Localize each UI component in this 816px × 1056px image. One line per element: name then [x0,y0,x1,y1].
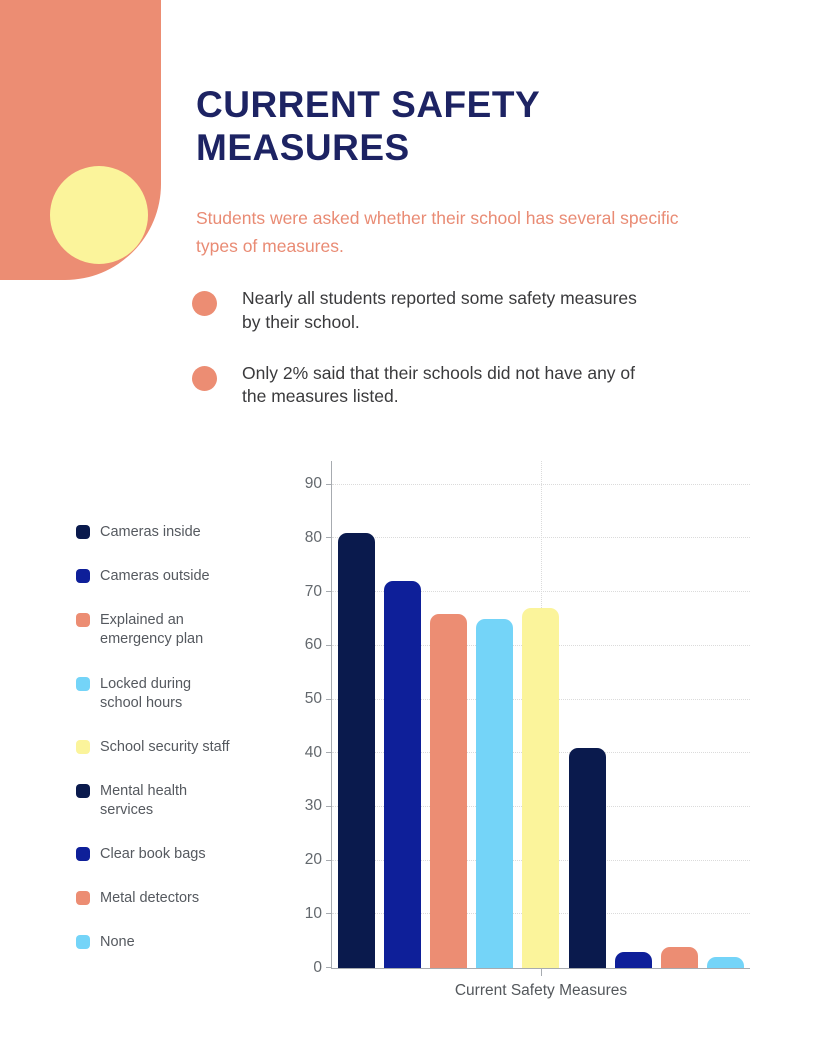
legend-item: Explained an emergency plan [76,611,256,649]
legend-label: None [100,934,135,951]
legend-label: Mental health services [100,782,188,818]
page-title: CURRENT SAFETY MEASURES [196,84,541,168]
y-axis-tick [326,537,332,539]
y-axis-tick [326,805,332,807]
gridline [332,483,750,485]
legend-label: Explained an emergency plan [100,612,204,648]
y-axis-tick-label: 30 [304,797,322,815]
bar-cameras-outside [384,581,422,968]
y-axis-tick [326,483,332,485]
legend-item: Cameras inside [76,523,256,542]
legend-item: Locked during school hours [76,675,256,713]
bullet-item: Nearly all students reported some safety… [192,287,637,335]
decorative-circle [50,166,148,264]
y-axis-tick [326,698,332,700]
bar-clear-book-bags [614,951,652,968]
bar-metal-detectors [660,946,698,968]
legend-swatch-icon [76,783,90,798]
y-axis-tick-label: 20 [304,851,322,869]
legend-swatch-icon [76,847,90,862]
legend-item: None [76,933,256,952]
y-axis-tick-label: 90 [304,475,322,493]
y-axis-tick [326,967,332,968]
y-axis-tick-label: 70 [304,582,322,600]
legend-swatch-icon [76,613,90,628]
legend-label: Metal detectors [100,890,200,907]
legend-swatch-icon [76,739,90,754]
legend-item: Cameras outside [76,567,256,586]
bar-none [706,957,744,968]
chart-legend: Cameras inside Cameras outside Explained a… [76,523,256,953]
bullet-dot-icon [192,291,217,316]
legend-swatch-icon [76,676,90,691]
legend-item: Mental health services [76,782,256,820]
y-axis-tick-label: 10 [304,904,322,922]
bar-locked-during-school-hours [476,618,514,968]
bar-cameras-inside [338,533,375,968]
legend-swatch-icon [76,891,90,906]
y-axis-tick-label: 80 [304,528,322,546]
y-axis-tick [326,752,332,754]
y-axis-tick [326,913,332,915]
bullet-text: Nearly all students reported some safety… [242,288,637,332]
legend-label: Clear book bags [100,846,206,863]
bar-school-security-staff [522,608,560,968]
bullet-list: Nearly all students reported some safety… [192,287,637,409]
gridline [332,591,750,593]
legend-swatch-icon [76,569,90,584]
bullet-dot-icon [192,365,217,391]
y-axis-tick-label: 0 [313,958,322,976]
legend-label: Cameras outside [100,568,210,585]
y-axis-tick-label: 50 [304,690,322,707]
legend-label: Cameras inside [100,524,201,540]
legend-item: Metal detectors [76,889,256,908]
legend-swatch-icon [76,525,90,539]
bar-explained-an-emergency-plan [430,613,468,968]
legend-label: Locked during school hours [100,675,192,711]
x-axis-tick [541,968,542,976]
legend-item: School security staff [76,738,256,757]
legend-swatch-icon [76,935,90,950]
page-subtitle: Students were asked whether their school… [196,208,679,257]
y-axis-tick [326,591,332,593]
bullet-item: Only 2% said that their schools did not … [192,362,637,410]
y-axis-tick-label: 60 [304,636,322,654]
legend-item: Clear book bags [76,845,256,864]
bullet-text: Only 2% said that their schools did not … [242,362,636,407]
y-axis-tick [326,859,332,861]
y-axis-tick-label: 40 [304,743,322,761]
plot-area: Current Safety Measures 0 10 20 30 40 50 60 70 8… [305,461,750,999]
y-axis-tick [326,644,332,646]
legend-label: School security staff [100,738,230,755]
bar-mental-health-services [568,747,606,968]
gridline [332,537,750,539]
x-axis-label: Current Safety Measures [454,982,628,999]
